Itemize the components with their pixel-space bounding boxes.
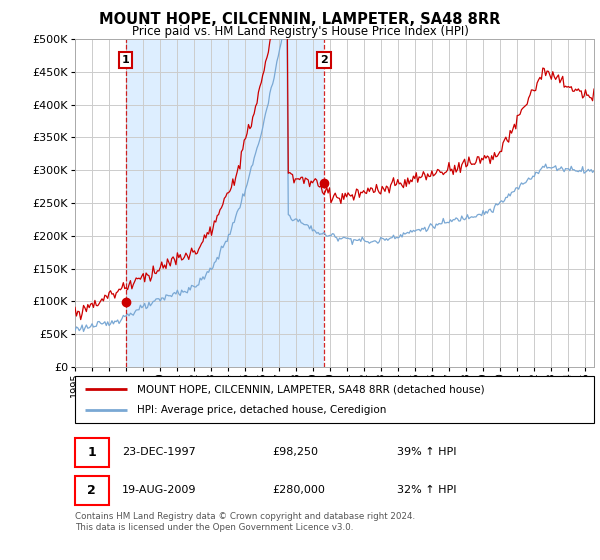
Text: 32% ↑ HPI: 32% ↑ HPI xyxy=(397,485,456,495)
Text: 23-DEC-1997: 23-DEC-1997 xyxy=(122,447,196,458)
Text: 2: 2 xyxy=(88,484,96,497)
Text: MOUNT HOPE, CILCENNIN, LAMPETER, SA48 8RR (detached house): MOUNT HOPE, CILCENNIN, LAMPETER, SA48 8R… xyxy=(137,384,485,394)
Text: MOUNT HOPE, CILCENNIN, LAMPETER, SA48 8RR: MOUNT HOPE, CILCENNIN, LAMPETER, SA48 8R… xyxy=(100,12,500,27)
Text: Price paid vs. HM Land Registry's House Price Index (HPI): Price paid vs. HM Land Registry's House … xyxy=(131,25,469,38)
Bar xyxy=(75,438,109,466)
Text: Contains HM Land Registry data © Crown copyright and database right 2024.
This d: Contains HM Land Registry data © Crown c… xyxy=(75,512,415,532)
Text: 1: 1 xyxy=(122,55,130,65)
Text: 1: 1 xyxy=(88,446,96,459)
Text: 2: 2 xyxy=(320,55,328,65)
Bar xyxy=(75,476,109,505)
Text: £280,000: £280,000 xyxy=(272,485,325,495)
Text: HPI: Average price, detached house, Ceredigion: HPI: Average price, detached house, Cere… xyxy=(137,405,386,415)
Text: 19-AUG-2009: 19-AUG-2009 xyxy=(122,485,196,495)
Bar xyxy=(125,39,324,367)
Text: 39% ↑ HPI: 39% ↑ HPI xyxy=(397,447,456,458)
Text: £98,250: £98,250 xyxy=(272,447,318,458)
